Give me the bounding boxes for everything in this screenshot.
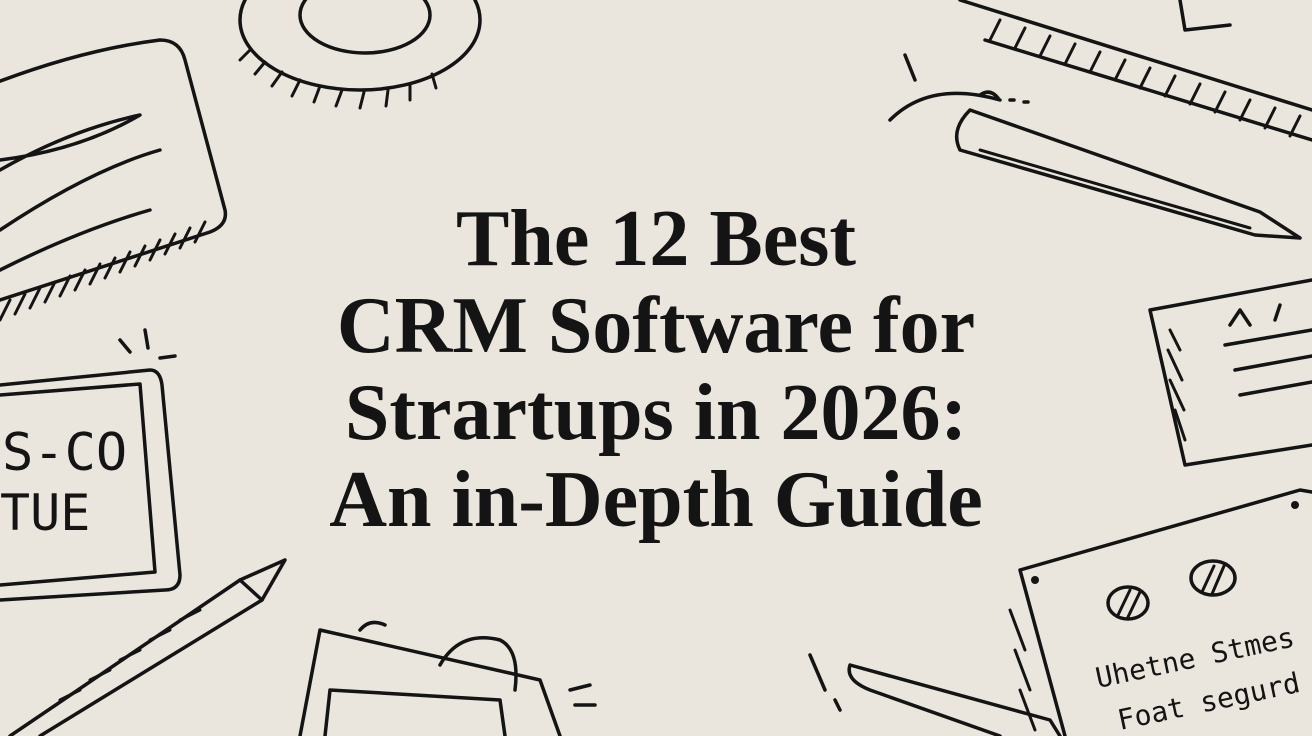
doodle-spark	[358, 620, 597, 707]
doodle-hatch	[238, 48, 438, 110]
doodle-ring	[298, 0, 432, 55]
doodle-pin	[1031, 576, 1039, 584]
doodle-spark	[118, 328, 177, 360]
doodle-spark	[888, 53, 1030, 122]
doodle-lines	[1223, 303, 1312, 397]
doodle-hatch	[58, 608, 202, 702]
doodle-ring	[238, 0, 482, 92]
doodle-pen	[847, 663, 1062, 736]
doodle-handle	[438, 636, 518, 692]
title-line: An in-Depth Guide	[329, 456, 982, 544]
title: The 12 Best CRM Software for Strartups i…	[329, 195, 982, 544]
doodle-hatch	[1166, 328, 1187, 442]
doodle-ruler	[958, 0, 1312, 142]
doodle-lines	[0, 113, 162, 272]
doodle-mark	[1178, 0, 1232, 32]
doodle-text: S-CO	[2, 423, 127, 483]
doodle-hatch	[1008, 608, 1037, 732]
doodle-eye	[1106, 585, 1150, 621]
doodle-hatch	[1116, 564, 1226, 619]
doodle-sign	[0, 368, 182, 602]
doodle-hatch	[0, 220, 207, 322]
doodle-pen	[954, 108, 1302, 240]
title-line: The 12 Best	[456, 195, 856, 283]
doodle-card	[0, 38, 228, 302]
title-line: Strartups in 2026:	[345, 369, 967, 457]
doodle-text: TUE	[0, 484, 90, 542]
doodle-card	[1148, 278, 1312, 467]
doodle-note	[1018, 488, 1312, 736]
doodle-sign-inner	[0, 382, 157, 587]
doodle-hatch	[988, 18, 1302, 138]
doodle-pencil	[238, 578, 264, 602]
doodle-bag	[323, 688, 507, 736]
title-line: CRM Software for	[337, 282, 975, 370]
doodle-pen	[978, 148, 1252, 230]
doodle-bag	[298, 628, 562, 736]
doodle-spark	[808, 653, 842, 712]
doodle-pin	[1291, 501, 1299, 509]
doodle-pencil	[8, 558, 287, 736]
